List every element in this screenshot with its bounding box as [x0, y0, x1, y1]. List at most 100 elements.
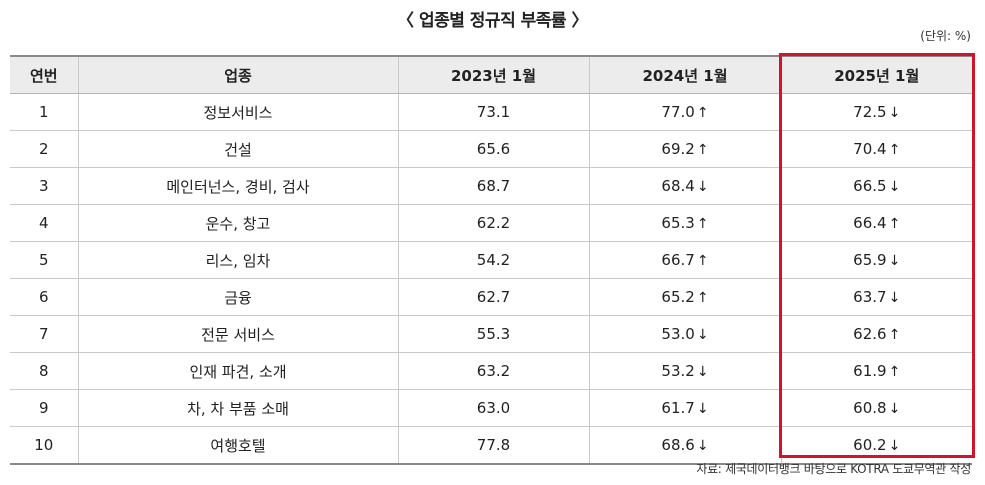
cell-value: 61.7	[661, 399, 695, 417]
cell-2025-jan: 60.8 ↓	[781, 389, 972, 427]
cell-2025-jan: 63.7 ↓	[781, 278, 972, 316]
table-row: 8 인재 파견, 소개 63.2 53.2 ↓ 61.9 ↑	[10, 352, 972, 390]
cell-value: 66.7	[661, 251, 695, 269]
source-note: 자료: 제국데이터뱅크 바탕으로 KOTRA 도쿄무역관 작성	[696, 462, 971, 476]
trend-arrow-icon: ↑	[696, 253, 709, 269]
cell-no: 4	[10, 204, 79, 242]
cell-2024-jan: 61.7 ↓	[589, 389, 782, 427]
cell-2023-jan: 65.6	[398, 130, 590, 168]
cell-value: 메인터넌스, 경비, 검사	[166, 177, 310, 196]
cell-2023-jan: 62.7	[398, 278, 590, 316]
trend-arrow-icon: ↓	[888, 179, 901, 195]
cell-2024-jan: 69.2 ↑	[589, 130, 782, 168]
table-row: 6 금융 62.7 65.2 ↑ 63.7 ↓	[10, 278, 972, 316]
trend-arrow-icon: ↓	[696, 364, 709, 380]
table-body: 1 정보서비스 73.1 77.0 ↑ 72.5 ↓ 2 건설 65.6 69.2 ↑ 70.4 ↑ 3 메인…	[10, 93, 972, 465]
cell-industry: 건설	[78, 130, 399, 168]
cell-value: 10	[34, 436, 54, 454]
cell-value: 여행호텔	[210, 436, 266, 455]
cell-2024-jan: 53.0 ↓	[589, 315, 782, 353]
cell-value: 7	[38, 325, 49, 343]
header-row: 연번 업종 2023년 1월 2024년 1월 2025년 1월	[10, 55, 972, 94]
cell-industry: 운수, 창고	[78, 204, 399, 242]
cell-value: 65.9	[853, 251, 887, 269]
table-row: 1 정보서비스 73.1 77.0 ↑ 72.5 ↓	[10, 93, 972, 131]
trend-arrow-icon: ↓	[888, 253, 901, 269]
table-row: 5 리스, 임차 54.2 66.7 ↑ 65.9 ↓	[10, 241, 972, 279]
cell-2023-jan: 73.1	[398, 93, 590, 131]
cell-2025-jan: 66.5 ↓	[781, 167, 972, 205]
cell-value: 운수, 창고	[205, 214, 271, 233]
cell-value: 63.2	[476, 362, 511, 380]
unit-label: (단위: %)	[920, 29, 971, 43]
trend-arrow-icon: ↑	[696, 216, 709, 232]
cell-no: 5	[10, 241, 79, 279]
cell-2024-jan: 65.3 ↑	[589, 204, 782, 242]
table-title: 〈 업종별 정규직 부족률 〉	[397, 11, 588, 31]
cell-2024-jan: 66.7 ↑	[589, 241, 782, 279]
cell-2024-jan: 65.2 ↑	[589, 278, 782, 316]
trend-arrow-icon: ↓	[888, 401, 901, 417]
table-row: 7 전문 서비스 55.3 53.0 ↓ 62.6 ↑	[10, 315, 972, 353]
cell-value: 전문 서비스	[201, 325, 275, 344]
cell-2023-jan: 55.3	[398, 315, 590, 353]
table-row: 10 여행호텔 77.8 68.6 ↓ 60.2 ↓	[10, 426, 972, 465]
cell-no: 1	[10, 93, 79, 131]
cell-value: 차, 차 부품 소매	[187, 399, 289, 418]
trend-arrow-icon: ↑	[888, 142, 901, 158]
cell-value: 62.6	[853, 325, 887, 343]
cell-value: 63.7	[853, 288, 887, 306]
table-row: 9 차, 차 부품 소매 63.0 61.7 ↓ 60.8 ↓	[10, 389, 972, 427]
cell-no: 8	[10, 352, 79, 390]
cell-2025-jan: 61.9 ↑	[781, 352, 972, 390]
cell-value: 68.6	[661, 436, 695, 454]
cell-no: 7	[10, 315, 79, 353]
cell-industry: 전문 서비스	[78, 315, 399, 353]
trend-arrow-icon: ↓	[888, 105, 901, 121]
cell-value: 60.8	[853, 399, 887, 417]
cell-value: 69.2	[661, 140, 695, 158]
cell-value: 61.9	[853, 362, 887, 380]
trend-arrow-icon: ↑	[696, 142, 709, 158]
cell-industry: 정보서비스	[78, 93, 399, 131]
trend-arrow-icon: ↓	[696, 179, 709, 195]
trend-arrow-icon: ↑	[888, 216, 901, 232]
header-no: 연번	[10, 55, 79, 94]
cell-2025-jan: 70.4 ↑	[781, 130, 972, 168]
cell-no: 3	[10, 167, 79, 205]
cell-value: 53.2	[661, 362, 695, 380]
cell-2025-jan: 60.2 ↓	[781, 426, 972, 465]
cell-2025-jan: 66.4 ↑	[781, 204, 972, 242]
trend-arrow-icon: ↓	[696, 438, 709, 454]
cell-2023-jan: 63.0	[398, 389, 590, 427]
cell-2023-jan: 68.7	[398, 167, 590, 205]
cell-value: 62.2	[476, 214, 511, 232]
trend-arrow-icon: ↑	[888, 364, 901, 380]
table-row: 2 건설 65.6 69.2 ↑ 70.4 ↑	[10, 130, 972, 168]
cell-no: 9	[10, 389, 79, 427]
cell-value: 60.2	[853, 436, 887, 454]
trend-arrow-icon: ↑	[696, 290, 709, 306]
cell-2025-jan: 62.6 ↑	[781, 315, 972, 353]
cell-2023-jan: 63.2	[398, 352, 590, 390]
cell-no: 10	[10, 426, 79, 465]
trend-arrow-icon: ↓	[696, 327, 709, 343]
cell-value: 5	[38, 251, 49, 269]
cell-value: 53.0	[661, 325, 695, 343]
cell-2023-jan: 62.2	[398, 204, 590, 242]
trend-arrow-icon: ↑	[696, 105, 709, 121]
cell-value: 금융	[224, 288, 252, 307]
cell-value: 63.0	[476, 399, 511, 417]
cell-2024-jan: 77.0 ↑	[589, 93, 782, 131]
trend-arrow-icon: ↓	[888, 438, 901, 454]
cell-industry: 메인터넌스, 경비, 검사	[78, 167, 399, 205]
cell-value: 62.7	[476, 288, 511, 306]
cell-value: 1	[38, 103, 49, 121]
cell-value: 68.7	[476, 177, 511, 195]
cell-2025-jan: 65.9 ↓	[781, 241, 972, 279]
cell-value: 건설	[224, 140, 252, 159]
cell-no: 6	[10, 278, 79, 316]
trend-arrow-icon: ↑	[888, 327, 901, 343]
shortage-rate-table: 연번 업종 2023년 1월 2024년 1월 2025년 1월 1 정보서비스 7…	[10, 55, 972, 465]
cell-value: 66.5	[853, 177, 887, 195]
